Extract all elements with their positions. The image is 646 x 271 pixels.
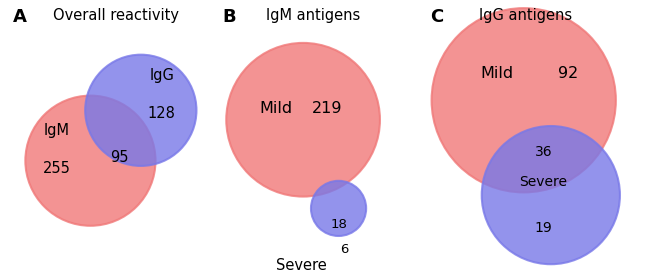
Circle shape <box>482 126 620 264</box>
Text: IgG: IgG <box>149 68 174 83</box>
Text: IgG antigens: IgG antigens <box>479 8 572 23</box>
Text: Severe: Severe <box>519 175 567 189</box>
Text: IgM: IgM <box>44 122 70 138</box>
Text: Overall reactivity: Overall reactivity <box>53 8 179 23</box>
Text: Mild: Mild <box>259 101 292 116</box>
Text: IgM antigens: IgM antigens <box>266 8 360 23</box>
Text: Mild: Mild <box>480 66 513 81</box>
Text: 255: 255 <box>43 160 71 176</box>
Circle shape <box>226 43 380 196</box>
Circle shape <box>85 55 196 166</box>
Text: C: C <box>430 8 443 26</box>
Circle shape <box>311 181 366 236</box>
Text: Severe: Severe <box>276 258 326 271</box>
Text: 92: 92 <box>558 66 578 81</box>
Text: 219: 219 <box>311 101 342 116</box>
Circle shape <box>432 8 616 192</box>
Text: 6: 6 <box>340 243 349 256</box>
Text: 128: 128 <box>148 106 176 121</box>
Text: 95: 95 <box>110 150 129 165</box>
Text: 18: 18 <box>330 218 347 231</box>
Circle shape <box>25 96 156 226</box>
Text: A: A <box>13 8 26 26</box>
Text: B: B <box>222 8 236 26</box>
Text: 19: 19 <box>535 221 552 235</box>
Text: 36: 36 <box>535 145 552 159</box>
